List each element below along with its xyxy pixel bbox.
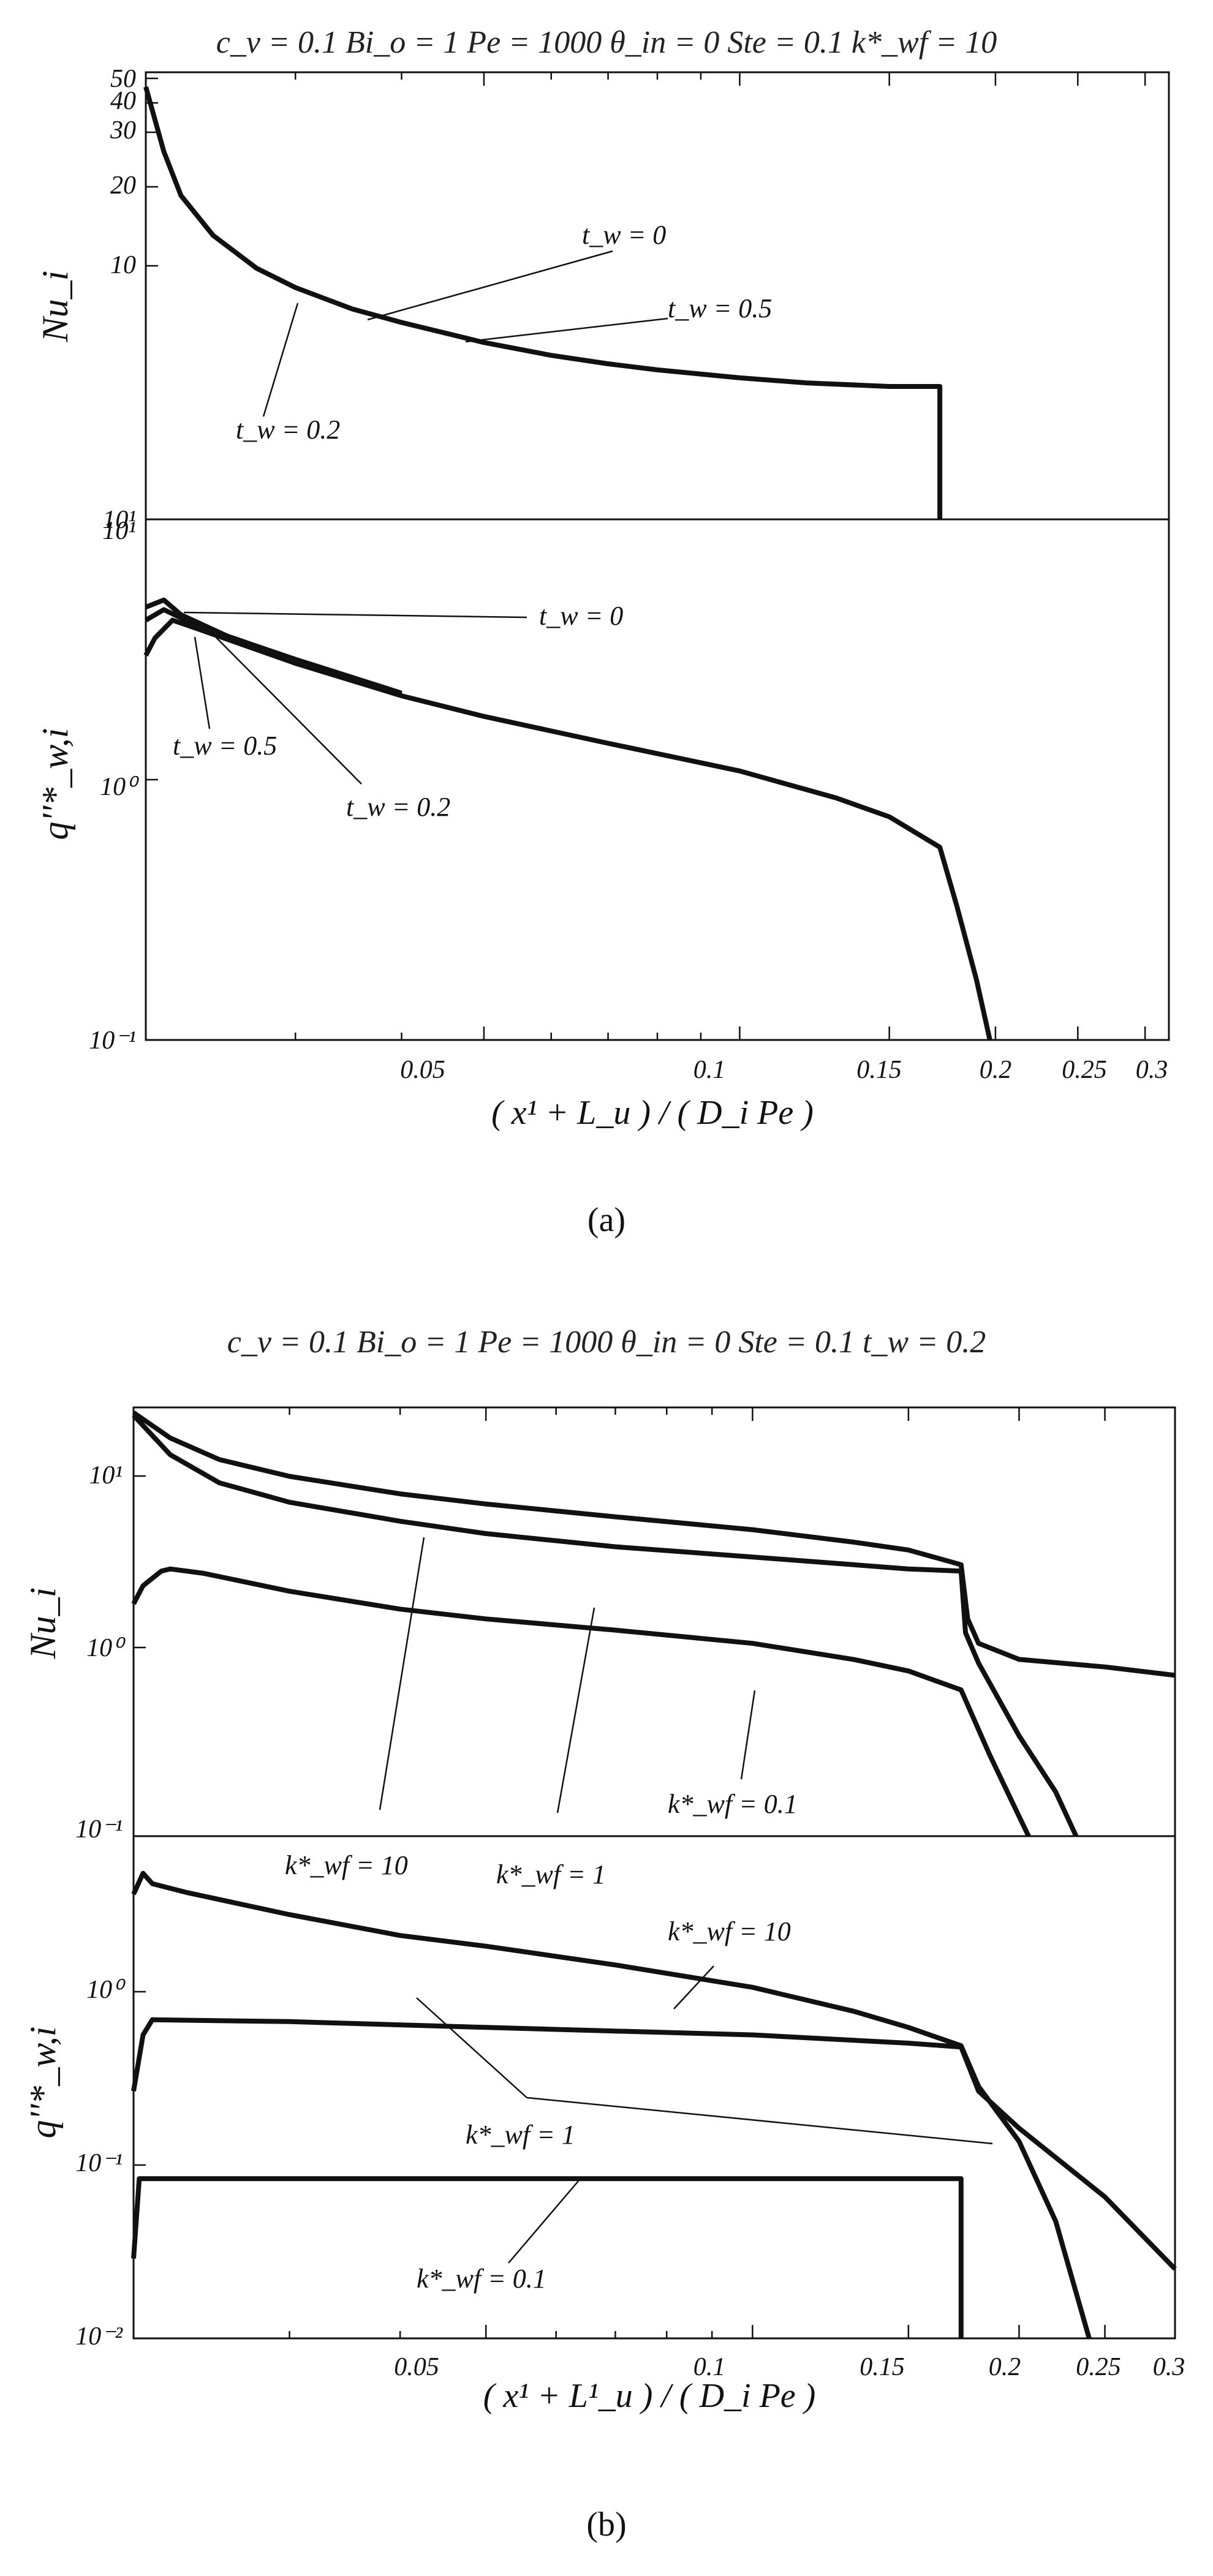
b-bottom-annotation-k1: k*_wf = 1 xyxy=(466,2120,575,2150)
a-bottom-ytick-10-m1: 10⁻¹ xyxy=(89,1026,136,1055)
a-bottom-ytick-10-1: 10¹ xyxy=(102,517,136,545)
b-top-ylabel: Nu_i xyxy=(23,1587,63,1660)
b-xtick-0.3: 0.3 xyxy=(1153,2353,1185,2381)
b-xlabel: ( x¹ + L¹_u ) / ( D_i Pe ) xyxy=(483,2377,816,2415)
b-bottom-ylabel: q''*_w,i xyxy=(23,2027,63,2139)
a-bottom-annotation-tw05: t_w = 0.5 xyxy=(173,731,277,761)
b-bottom-ytick-10-m2: 10⁻² xyxy=(75,2322,123,2351)
a-top-annotation-tw0: t_w = 0 xyxy=(582,220,666,250)
b-top-leader-k01 xyxy=(740,1690,756,1780)
series-line-a-bottom-2 xyxy=(145,597,402,696)
ticks-b xyxy=(134,1407,1176,2340)
b-top-annotation-k10: k*_wf = 10 xyxy=(285,1850,408,1880)
a-xtick-0.15: 0.15 xyxy=(856,1056,902,1084)
a-top-ytick-10: 10 xyxy=(110,251,136,279)
figure-a: c_v = 0.1 Bi_o = 1 Pe = 1000 θ_in = 0 St… xyxy=(35,25,1170,1239)
b-bottom-annotation-k01: k*_wf = 0.1 xyxy=(417,2264,546,2294)
series-line-b-bottom-1 xyxy=(131,2017,1177,2271)
a-xtick-0.1: 0.1 xyxy=(693,1056,726,1084)
b-top-ytick-10-m1: 10⁻¹ xyxy=(75,1815,123,1843)
panel-b-bottom-frame xyxy=(132,1835,1176,2340)
a-bottom-annotation-tw0: t_w = 0 xyxy=(539,601,623,631)
b-top-annotation-k1: k*_wf = 1 xyxy=(496,1859,606,1889)
b-xtick-0.05: 0.05 xyxy=(394,2353,439,2381)
curves-b-bottom xyxy=(131,1870,1177,2340)
b-top-ytick-10-1: 10¹ xyxy=(89,1461,123,1489)
b-xtick-0.2: 0.2 xyxy=(989,2353,1021,2381)
b-xtick-0.15: 0.15 xyxy=(860,2353,905,2381)
a-top-ytick-50: 50 xyxy=(110,65,136,93)
b-bottom-leader-k1a xyxy=(416,1997,527,2098)
a-top-annotation-tw02: t_w = 0.2 xyxy=(236,415,340,445)
b-bottom-ytick-10-0: 10⁰ xyxy=(86,1976,126,2004)
a-top-ytick-30: 30 xyxy=(110,116,136,145)
figure-b-caption: (b) xyxy=(586,2506,626,2544)
panel-a-bottom-frame xyxy=(145,518,1170,1041)
a-bottom-leader-tw05 xyxy=(194,636,211,729)
a-xtick-0.2: 0.2 xyxy=(980,1056,1012,1084)
b-top-ytick-10-0: 10⁰ xyxy=(86,1634,126,1662)
panel-a-top-frame xyxy=(145,71,1170,521)
series-line-b-top-0 xyxy=(132,1410,1176,1678)
b-xtick-0.25: 0.25 xyxy=(1076,2353,1121,2381)
a-top-ytick-40: 40 xyxy=(110,87,136,115)
series-line-a-bottom-0 xyxy=(143,617,992,1041)
series-line-b-top-2 xyxy=(131,1566,1031,1837)
series-line-b-bottom-2 xyxy=(131,2176,964,2338)
figure-b-title: c_v = 0.1 Bi_o = 1 Pe = 1000 θ_in = 0 St… xyxy=(227,1325,986,1360)
b-bottom-ytick-10-m1: 10⁻¹ xyxy=(75,2149,123,2177)
a-top-annotation-tw05: t_w = 0.5 xyxy=(668,293,772,323)
a-top-leader-tw02 xyxy=(262,303,299,417)
a-top-leader-tw0 xyxy=(367,250,613,321)
a-xtick-0.05: 0.05 xyxy=(400,1056,445,1084)
b-bottom-leader-k10 xyxy=(673,1965,714,2009)
figure-a-title: c_v = 0.1 Bi_o = 1 Pe = 1000 θ_in = 0 St… xyxy=(216,25,997,60)
b-top-leader-k1 xyxy=(556,1607,595,1813)
b-bottom-leader-k1b xyxy=(526,2096,993,2145)
a-top-leader-tw05 xyxy=(465,317,668,343)
b-top-annotation-k01: k*_wf = 0.1 xyxy=(668,1789,798,1819)
ticks-a xyxy=(146,72,1146,1041)
figure-b: c_v = 0.1 Bi_o = 1 Pe = 1000 θ_in = 0 St… xyxy=(23,1325,1185,2544)
a-bottom-leader-tw0 xyxy=(183,611,527,619)
b-xtick-0.1: 0.1 xyxy=(693,2353,726,2381)
panel-b-top-frame xyxy=(132,1406,1176,1837)
curves-a-top xyxy=(143,86,943,519)
a-bottom-leader-tw02 xyxy=(214,635,362,785)
a-xlabel: ( x¹ + L_u ) / ( D_i Pe ) xyxy=(491,1094,814,1132)
b-bottom-leader-k01 xyxy=(508,2180,580,2264)
a-bottom-annotation-tw02: t_w = 0.2 xyxy=(346,792,450,822)
a-bottom-ytick-10-0: 10⁰ xyxy=(100,773,140,801)
a-xtick-0.25: 0.25 xyxy=(1062,1056,1107,1084)
curves-a-bottom xyxy=(143,597,992,1041)
a-bottom-ylabel: q''*_w,i xyxy=(35,728,75,840)
a-xtick-0.3: 0.3 xyxy=(1136,1056,1168,1084)
curves-b-top xyxy=(131,1410,1176,1837)
b-top-leader-k10 xyxy=(379,1537,425,1810)
series-line-a-top-0 xyxy=(143,86,943,519)
a-top-ytick-20: 20 xyxy=(110,171,136,200)
figure-a-caption: (a) xyxy=(588,1201,625,1239)
b-bottom-annotation-k10: k*_wf = 10 xyxy=(668,1916,791,1946)
a-top-ylabel: Nu_i xyxy=(35,271,75,343)
series-line-b-top-1 xyxy=(132,1414,1079,1837)
a-top-ytick-10-1: 10¹ xyxy=(102,506,136,534)
